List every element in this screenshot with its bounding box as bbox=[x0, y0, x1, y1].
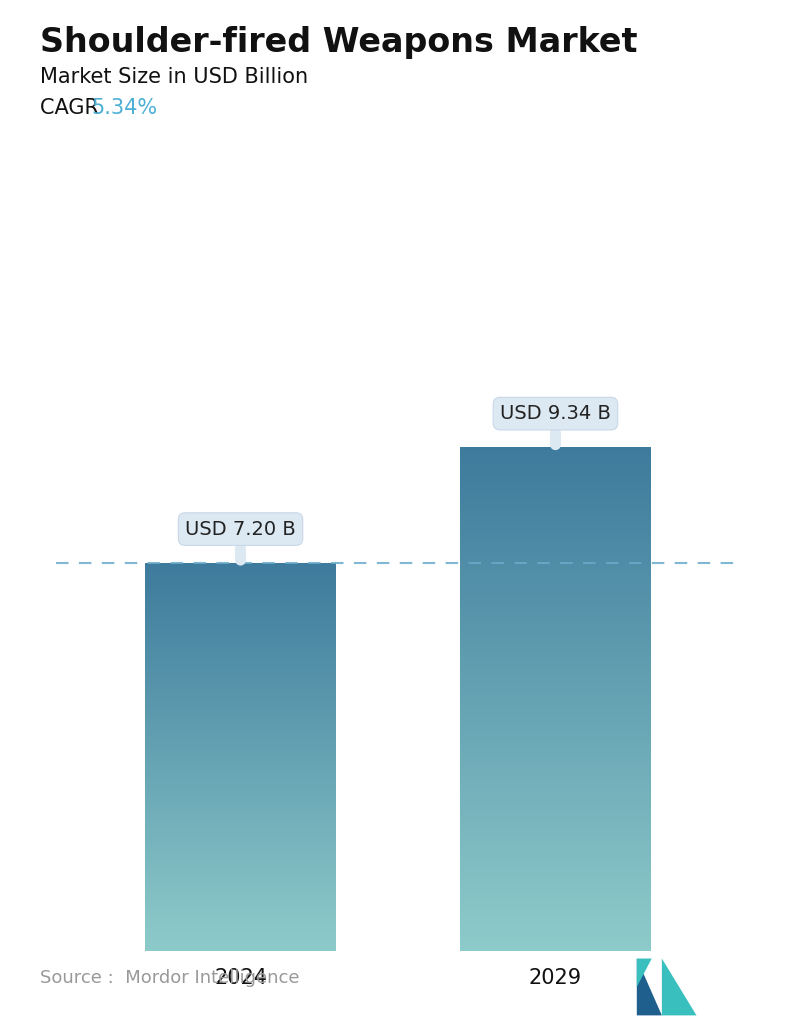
Text: Shoulder-fired Weapons Market: Shoulder-fired Weapons Market bbox=[40, 26, 638, 59]
Text: USD 9.34 B: USD 9.34 B bbox=[500, 404, 611, 445]
Text: CAGR: CAGR bbox=[40, 98, 105, 118]
Text: Market Size in USD Billion: Market Size in USD Billion bbox=[40, 67, 308, 87]
Text: USD 7.20 B: USD 7.20 B bbox=[185, 519, 296, 560]
Text: Source :  Mordor Intelligence: Source : Mordor Intelligence bbox=[40, 970, 299, 987]
Text: 5.34%: 5.34% bbox=[92, 98, 158, 118]
